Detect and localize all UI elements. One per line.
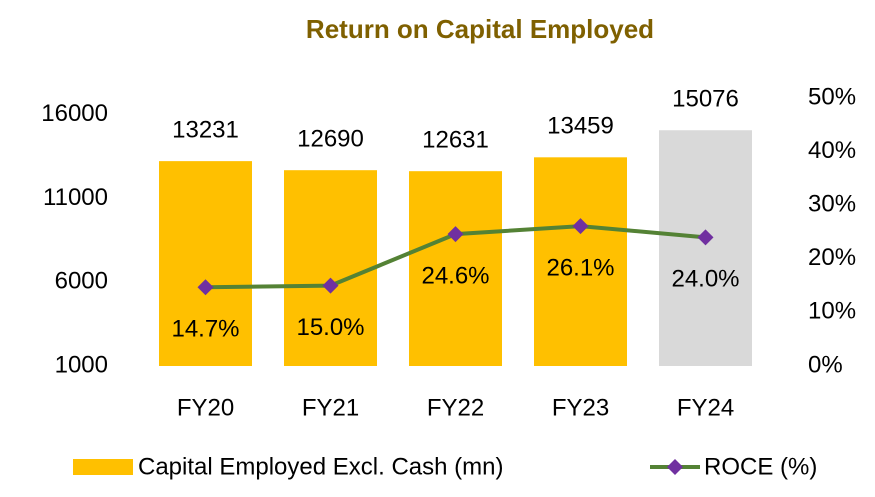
bar-value-label: 13231: [172, 116, 239, 143]
roce-marker: [697, 229, 714, 246]
x-tick-label: FY20: [177, 394, 234, 421]
bar-value-label: 13459: [547, 113, 614, 140]
legend-label: Capital Employed Excl. Cash (mn): [138, 453, 503, 480]
roce-value-label: 15.0%: [296, 314, 364, 341]
y2-tick-label: 50%: [808, 83, 856, 110]
y2-tick-label: 40%: [808, 137, 856, 164]
y-tick-label: 16000: [41, 100, 108, 127]
roce-marker: [197, 279, 214, 296]
chart-title: Return on Capital Employed: [306, 14, 654, 44]
y2-tick-label: 10%: [808, 298, 856, 325]
y2-tick-label: 20%: [808, 244, 856, 271]
bar-value-label: 12631: [422, 127, 489, 154]
bar-value-label: 15076: [672, 86, 739, 113]
x-tick-label: FY23: [552, 394, 609, 421]
y2-tick-label: 30%: [808, 191, 856, 218]
y-tick-label: 1000: [55, 351, 108, 378]
bar: [159, 161, 252, 366]
roce-marker: [447, 226, 464, 243]
roce-value-label: 24.0%: [671, 266, 739, 293]
x-tick-label: FY22: [427, 394, 484, 421]
legend-label: ROCE (%): [704, 453, 817, 480]
roce-marker: [572, 218, 589, 235]
x-tick-label: FY21: [302, 394, 359, 421]
roce-marker: [322, 277, 339, 294]
y-tick-label: 6000: [55, 268, 108, 295]
bar: [409, 171, 502, 366]
legend-swatch: [667, 459, 683, 475]
bar-value-label: 12690: [297, 126, 364, 153]
roce-value-label: 24.6%: [421, 262, 489, 289]
roce-value-label: 26.1%: [546, 254, 614, 281]
y2-tick-label: 0%: [808, 351, 843, 378]
x-tick-label: FY24: [677, 394, 734, 421]
y-tick-label: 11000: [43, 184, 108, 211]
roce-value-label: 14.7%: [171, 316, 239, 343]
legend-swatch: [73, 459, 133, 475]
bar: [284, 170, 377, 366]
bar: [534, 157, 627, 366]
bar: [659, 130, 752, 366]
